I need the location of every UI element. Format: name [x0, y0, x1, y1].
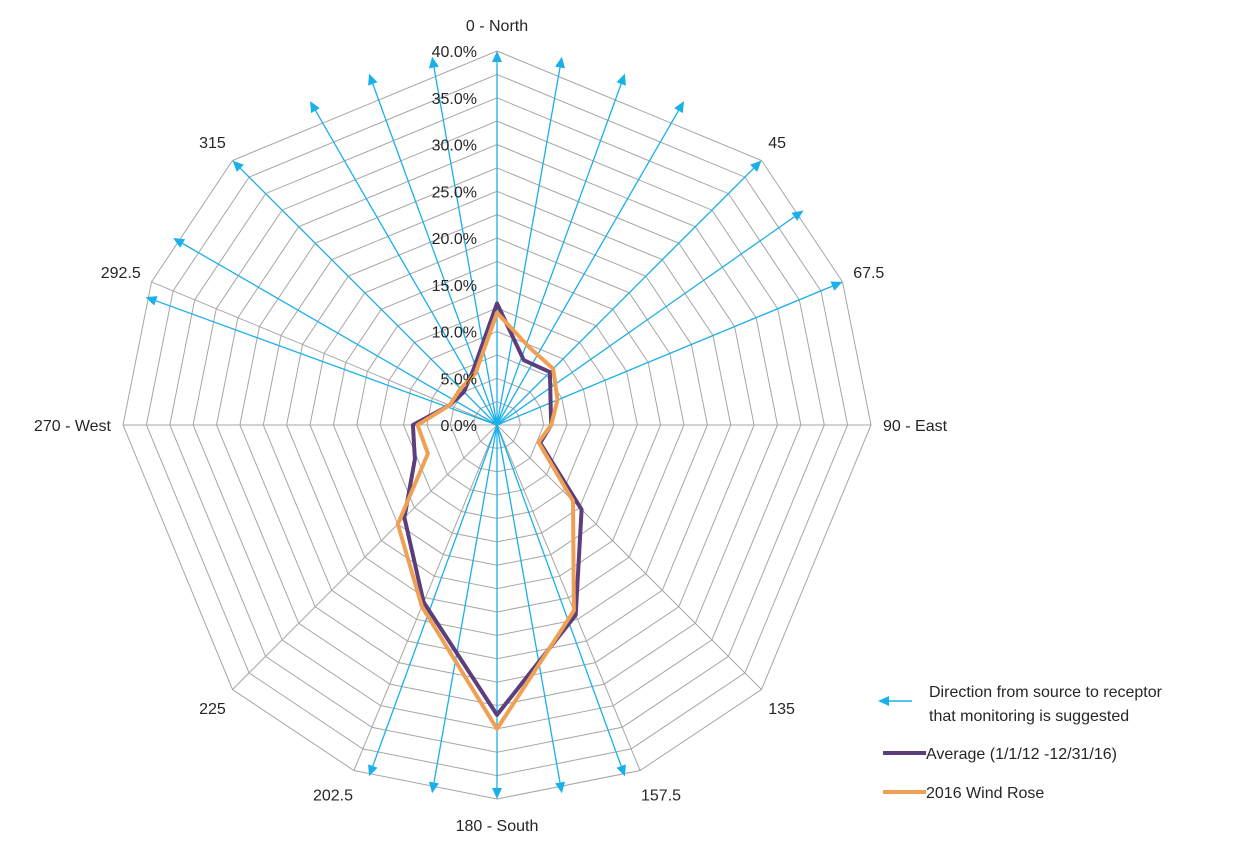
radial-tick-label: 35.0%	[432, 91, 477, 108]
suggested-direction-arrow	[145, 296, 498, 426]
series-2016-line	[395, 310, 576, 731]
axis-spoke	[496, 424, 641, 771]
suggested-direction-arrow	[368, 424, 498, 777]
direction-label: 45	[768, 135, 786, 152]
radial-tick-label: 5.0%	[441, 371, 477, 388]
direction-label: 292.5	[101, 265, 141, 282]
suggested-direction-arrow	[496, 160, 762, 426]
suggested-direction-arrow	[492, 51, 502, 425]
suggested-direction-arrow	[429, 56, 498, 426]
suggested-direction-arrow	[310, 101, 498, 426]
axis-spoke	[232, 424, 498, 690]
suggested-direction-arrow	[492, 425, 502, 799]
suggested-direction-arrow	[232, 160, 498, 426]
radial-tick-label: 10.0%	[432, 325, 477, 342]
axis-spoke	[496, 424, 762, 690]
axis-spoke	[353, 424, 498, 771]
suggested-direction-arrow	[496, 56, 565, 426]
radial-tick-label: 30.0%	[432, 138, 477, 155]
suggested-direction-arrow	[496, 281, 843, 426]
radial-tick-labels: 0.0% 5.0% 10.0% 15.0% 20.0% 25.0% 30.0% 35.0% 40…	[432, 44, 477, 435]
legend-arrow-label-line1: Direction from source to receptor	[929, 684, 1163, 701]
suggested-direction-arrow	[173, 238, 498, 426]
suggested-direction-arrow	[496, 101, 684, 426]
legend-arrowhead-icon	[878, 696, 889, 706]
direction-label: 202.5	[313, 788, 353, 805]
suggested-direction-arrow	[496, 424, 565, 794]
direction-label: 67.5	[853, 265, 884, 282]
radial-tick-label: 0.0%	[441, 418, 477, 435]
direction-label: 225	[199, 701, 226, 718]
suggested-direction-arrows	[145, 51, 843, 799]
suggested-direction-arrow	[496, 424, 626, 777]
legend-2016-label: 2016 Wind Rose	[926, 785, 1044, 802]
radial-tick-label: 20.0%	[432, 231, 477, 248]
legend: Direction from source to receptor that m…	[878, 684, 1163, 802]
direction-label: 157.5	[641, 788, 681, 805]
radial-tick-label: 15.0%	[432, 278, 477, 295]
radial-tick-label: 25.0%	[432, 184, 477, 201]
series-lines	[395, 301, 584, 731]
axis-spoke	[151, 281, 498, 426]
suggested-direction-arrow	[496, 73, 626, 426]
direction-label: 180 - South	[456, 818, 539, 835]
direction-label: 270 - West	[34, 418, 112, 435]
direction-label: 135	[768, 701, 795, 718]
radial-tick-label: 40.0%	[432, 44, 477, 61]
legend-item-arrow: Direction from source to receptor that m…	[878, 684, 1163, 725]
legend-average-label: Average (1/1/12 -12/31/16)	[926, 746, 1117, 763]
suggested-direction-arrow	[496, 210, 804, 426]
direction-labels: 0 - North 45 67.5 90 - East 135 157.5 180 - So…	[34, 18, 948, 835]
direction-label: 315	[199, 135, 226, 152]
legend-item-average: Average (1/1/12 -12/31/16)	[883, 746, 1117, 763]
series-average-line	[402, 301, 584, 717]
direction-label: 0 - North	[466, 18, 528, 35]
direction-label: 90 - East	[883, 418, 948, 435]
legend-item-2016: 2016 Wind Rose	[883, 785, 1044, 802]
legend-arrow-label-line2: that monitoring is suggested	[929, 708, 1129, 725]
suggested-direction-arrow	[429, 424, 498, 794]
